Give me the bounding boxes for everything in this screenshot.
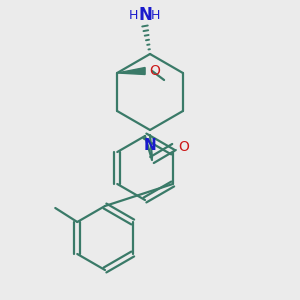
Text: O: O bbox=[178, 140, 189, 154]
Text: N: N bbox=[138, 6, 152, 24]
Polygon shape bbox=[117, 68, 145, 74]
Text: N: N bbox=[144, 138, 156, 153]
Text: O: O bbox=[149, 64, 160, 78]
Text: H: H bbox=[128, 9, 138, 22]
Text: H: H bbox=[150, 9, 160, 22]
